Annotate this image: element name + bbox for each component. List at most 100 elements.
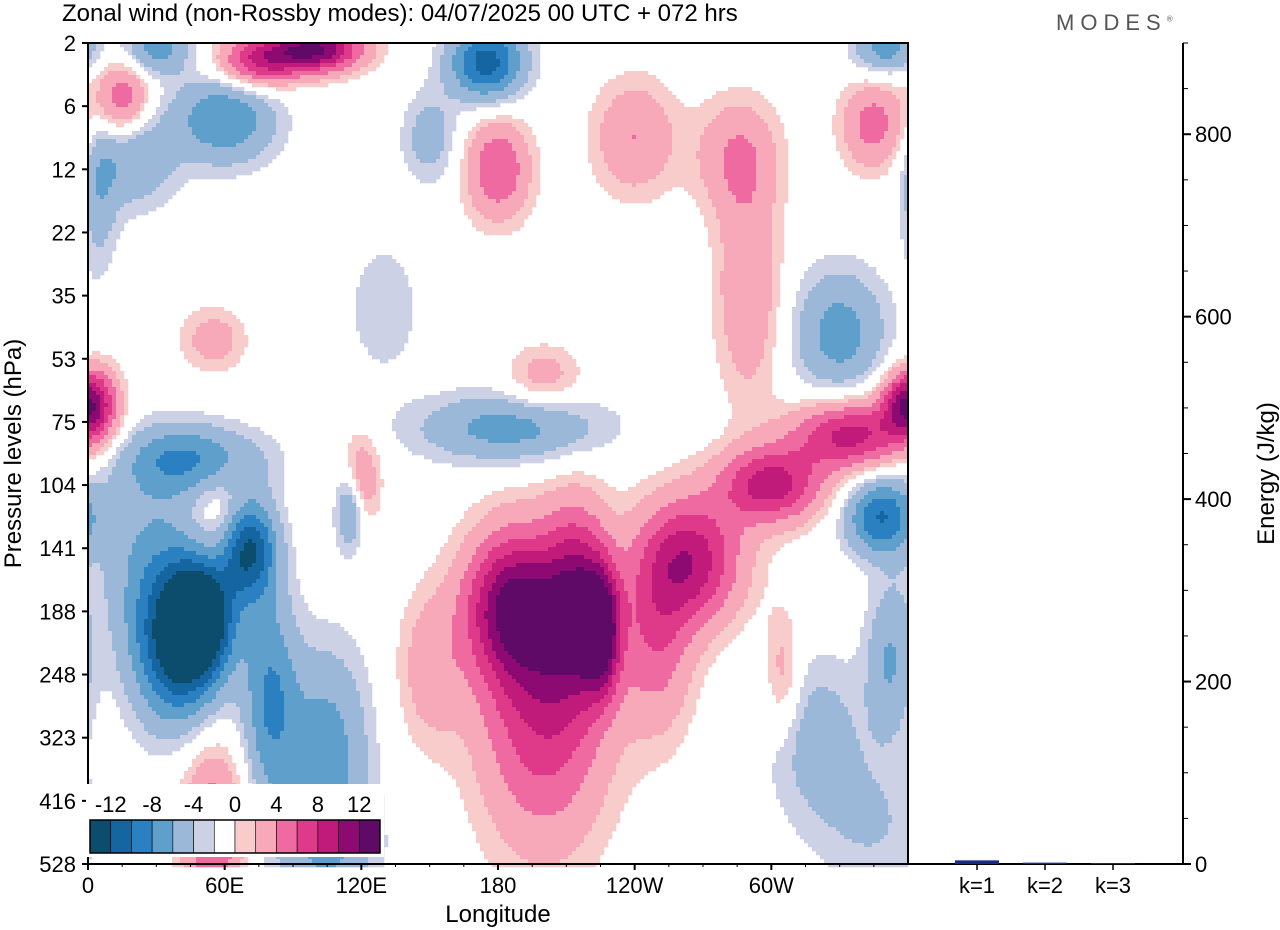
- heat-cell: [676, 115, 681, 120]
- heat-cell: [716, 187, 721, 192]
- heat-cell: [684, 183, 689, 188]
- heat-cell: [152, 183, 157, 188]
- heat-cell: [748, 103, 753, 108]
- heat-cell: [604, 127, 609, 132]
- heat-cell: [176, 159, 181, 164]
- heat-cell: [436, 55, 441, 60]
- heat-cell: [308, 79, 313, 84]
- heat-cell: [412, 107, 417, 112]
- heat-cell: [316, 47, 321, 52]
- heat-cell: [516, 83, 521, 88]
- heat-cell: [636, 127, 641, 132]
- heat-cell: [240, 163, 245, 168]
- heat-cell: [216, 155, 221, 160]
- heat-cell: [148, 195, 153, 200]
- heat-cell: [124, 83, 129, 88]
- heat-cell: [108, 171, 113, 176]
- heat-cell: [636, 187, 641, 192]
- heat-cell: [648, 163, 653, 168]
- heat-cell: [480, 75, 485, 80]
- heat-cell: [628, 195, 633, 200]
- heat-cell: [284, 43, 289, 48]
- heat-cell: [168, 103, 173, 108]
- heat-cell: [512, 43, 517, 48]
- heat-cell: [144, 67, 149, 72]
- heat-cell: [448, 91, 453, 96]
- heat-cell: [608, 155, 613, 160]
- heat-cell: [644, 171, 649, 176]
- heat-cell: [528, 83, 533, 88]
- heat-cell: [328, 59, 333, 64]
- heat-cell: [672, 151, 677, 156]
- heat-cell: [500, 211, 505, 216]
- heat-cell: [444, 139, 449, 144]
- heat-cell: [720, 111, 725, 116]
- heat-cell: [508, 91, 513, 96]
- heat-cell: [488, 187, 493, 192]
- heat-cell: [420, 163, 425, 168]
- heat-cell: [216, 131, 221, 136]
- heat-cell: [492, 175, 497, 180]
- heat-cell: [440, 59, 445, 64]
- heat-cell: [244, 47, 249, 52]
- heat-cell: [132, 155, 137, 160]
- heat-cell: [716, 95, 721, 100]
- heat-cell: [328, 55, 333, 60]
- heat-cell: [496, 95, 501, 100]
- heat-cell: [184, 111, 189, 116]
- heat-cell: [328, 67, 333, 72]
- heat-cell: [244, 63, 249, 68]
- heat-cell: [524, 43, 529, 48]
- heat-cell: [364, 67, 369, 72]
- heat-cell: [444, 107, 449, 112]
- heat-cell: [160, 99, 165, 104]
- heat-cell: [152, 151, 157, 156]
- heat-cell: [836, 115, 841, 120]
- heat-cell: [484, 219, 489, 224]
- heat-cell: [92, 151, 97, 156]
- heat-cell: [728, 127, 733, 132]
- heat-cell: [124, 47, 129, 52]
- heat-cell: [88, 59, 93, 64]
- heat-cell: [424, 151, 429, 156]
- heat-cell: [172, 51, 177, 56]
- heat-cell: [472, 107, 477, 112]
- heat-cell: [464, 207, 469, 212]
- heat-cell: [724, 115, 729, 120]
- heat-cell: [228, 63, 233, 68]
- heat-cell: [164, 187, 169, 192]
- heat-cell: [500, 155, 505, 160]
- heat-cell: [732, 131, 737, 136]
- heat-cell: [236, 51, 241, 56]
- heat-cell: [652, 159, 657, 164]
- heat-cell: [220, 135, 225, 140]
- heat-cell: [640, 175, 645, 180]
- heat-cell: [208, 131, 213, 136]
- heat-cell: [468, 63, 473, 68]
- heat-cell: [760, 155, 765, 160]
- heat-cell: [144, 91, 149, 96]
- heat-cell: [416, 163, 421, 168]
- heat-cell: [332, 55, 337, 60]
- heat-cell: [608, 175, 613, 180]
- heat-cell: [488, 71, 493, 76]
- heat-cell: [192, 63, 197, 68]
- heat-cell: [516, 135, 521, 140]
- heat-cell: [268, 79, 273, 84]
- heat-cell: [768, 223, 773, 228]
- heat-cell: [280, 51, 285, 56]
- heat-cell: [676, 163, 681, 168]
- heat-cell: [436, 51, 441, 56]
- heat-cell: [900, 199, 905, 204]
- heat-cell: [412, 167, 417, 172]
- heat-cell: [244, 131, 249, 136]
- heat-cell: [440, 171, 445, 176]
- heat-cell: [480, 195, 485, 200]
- heat-cell: [320, 43, 325, 48]
- heat-cell: [500, 159, 505, 164]
- heat-cell: [760, 191, 765, 196]
- heat-cell: [740, 103, 745, 108]
- heat-cell: [184, 179, 189, 184]
- heat-cell: [652, 183, 657, 188]
- heat-cell: [412, 143, 417, 148]
